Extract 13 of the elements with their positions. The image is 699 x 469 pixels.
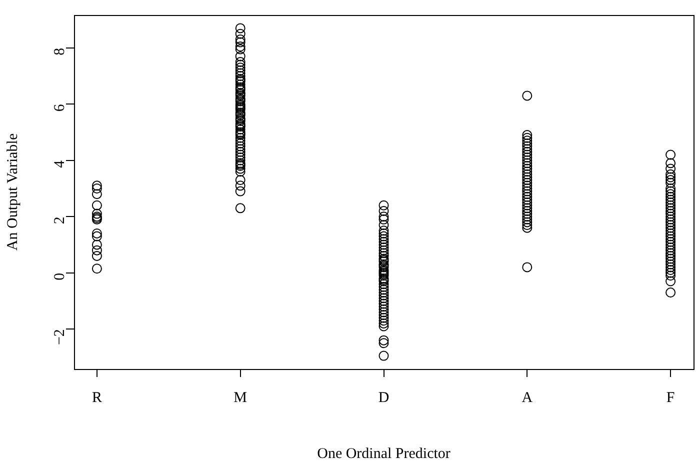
- y-tick-label: 6: [52, 104, 68, 112]
- x-tick-label: R: [92, 390, 102, 406]
- y-tick-label: 8: [52, 48, 68, 56]
- x-axis-title: One Ordinal Predictor: [317, 446, 450, 462]
- x-tick-label: A: [522, 390, 533, 406]
- y-axis-title: An Output Variable: [4, 133, 21, 251]
- x-tick-label: F: [666, 390, 675, 406]
- x-tick-label: D: [378, 390, 390, 406]
- y-tick-label: 0: [52, 272, 68, 280]
- x-tick-label: M: [234, 390, 248, 406]
- y-tick-label: 4: [52, 160, 68, 168]
- y-tick-label: −2: [52, 329, 68, 346]
- y-tick-label: 2: [52, 216, 68, 224]
